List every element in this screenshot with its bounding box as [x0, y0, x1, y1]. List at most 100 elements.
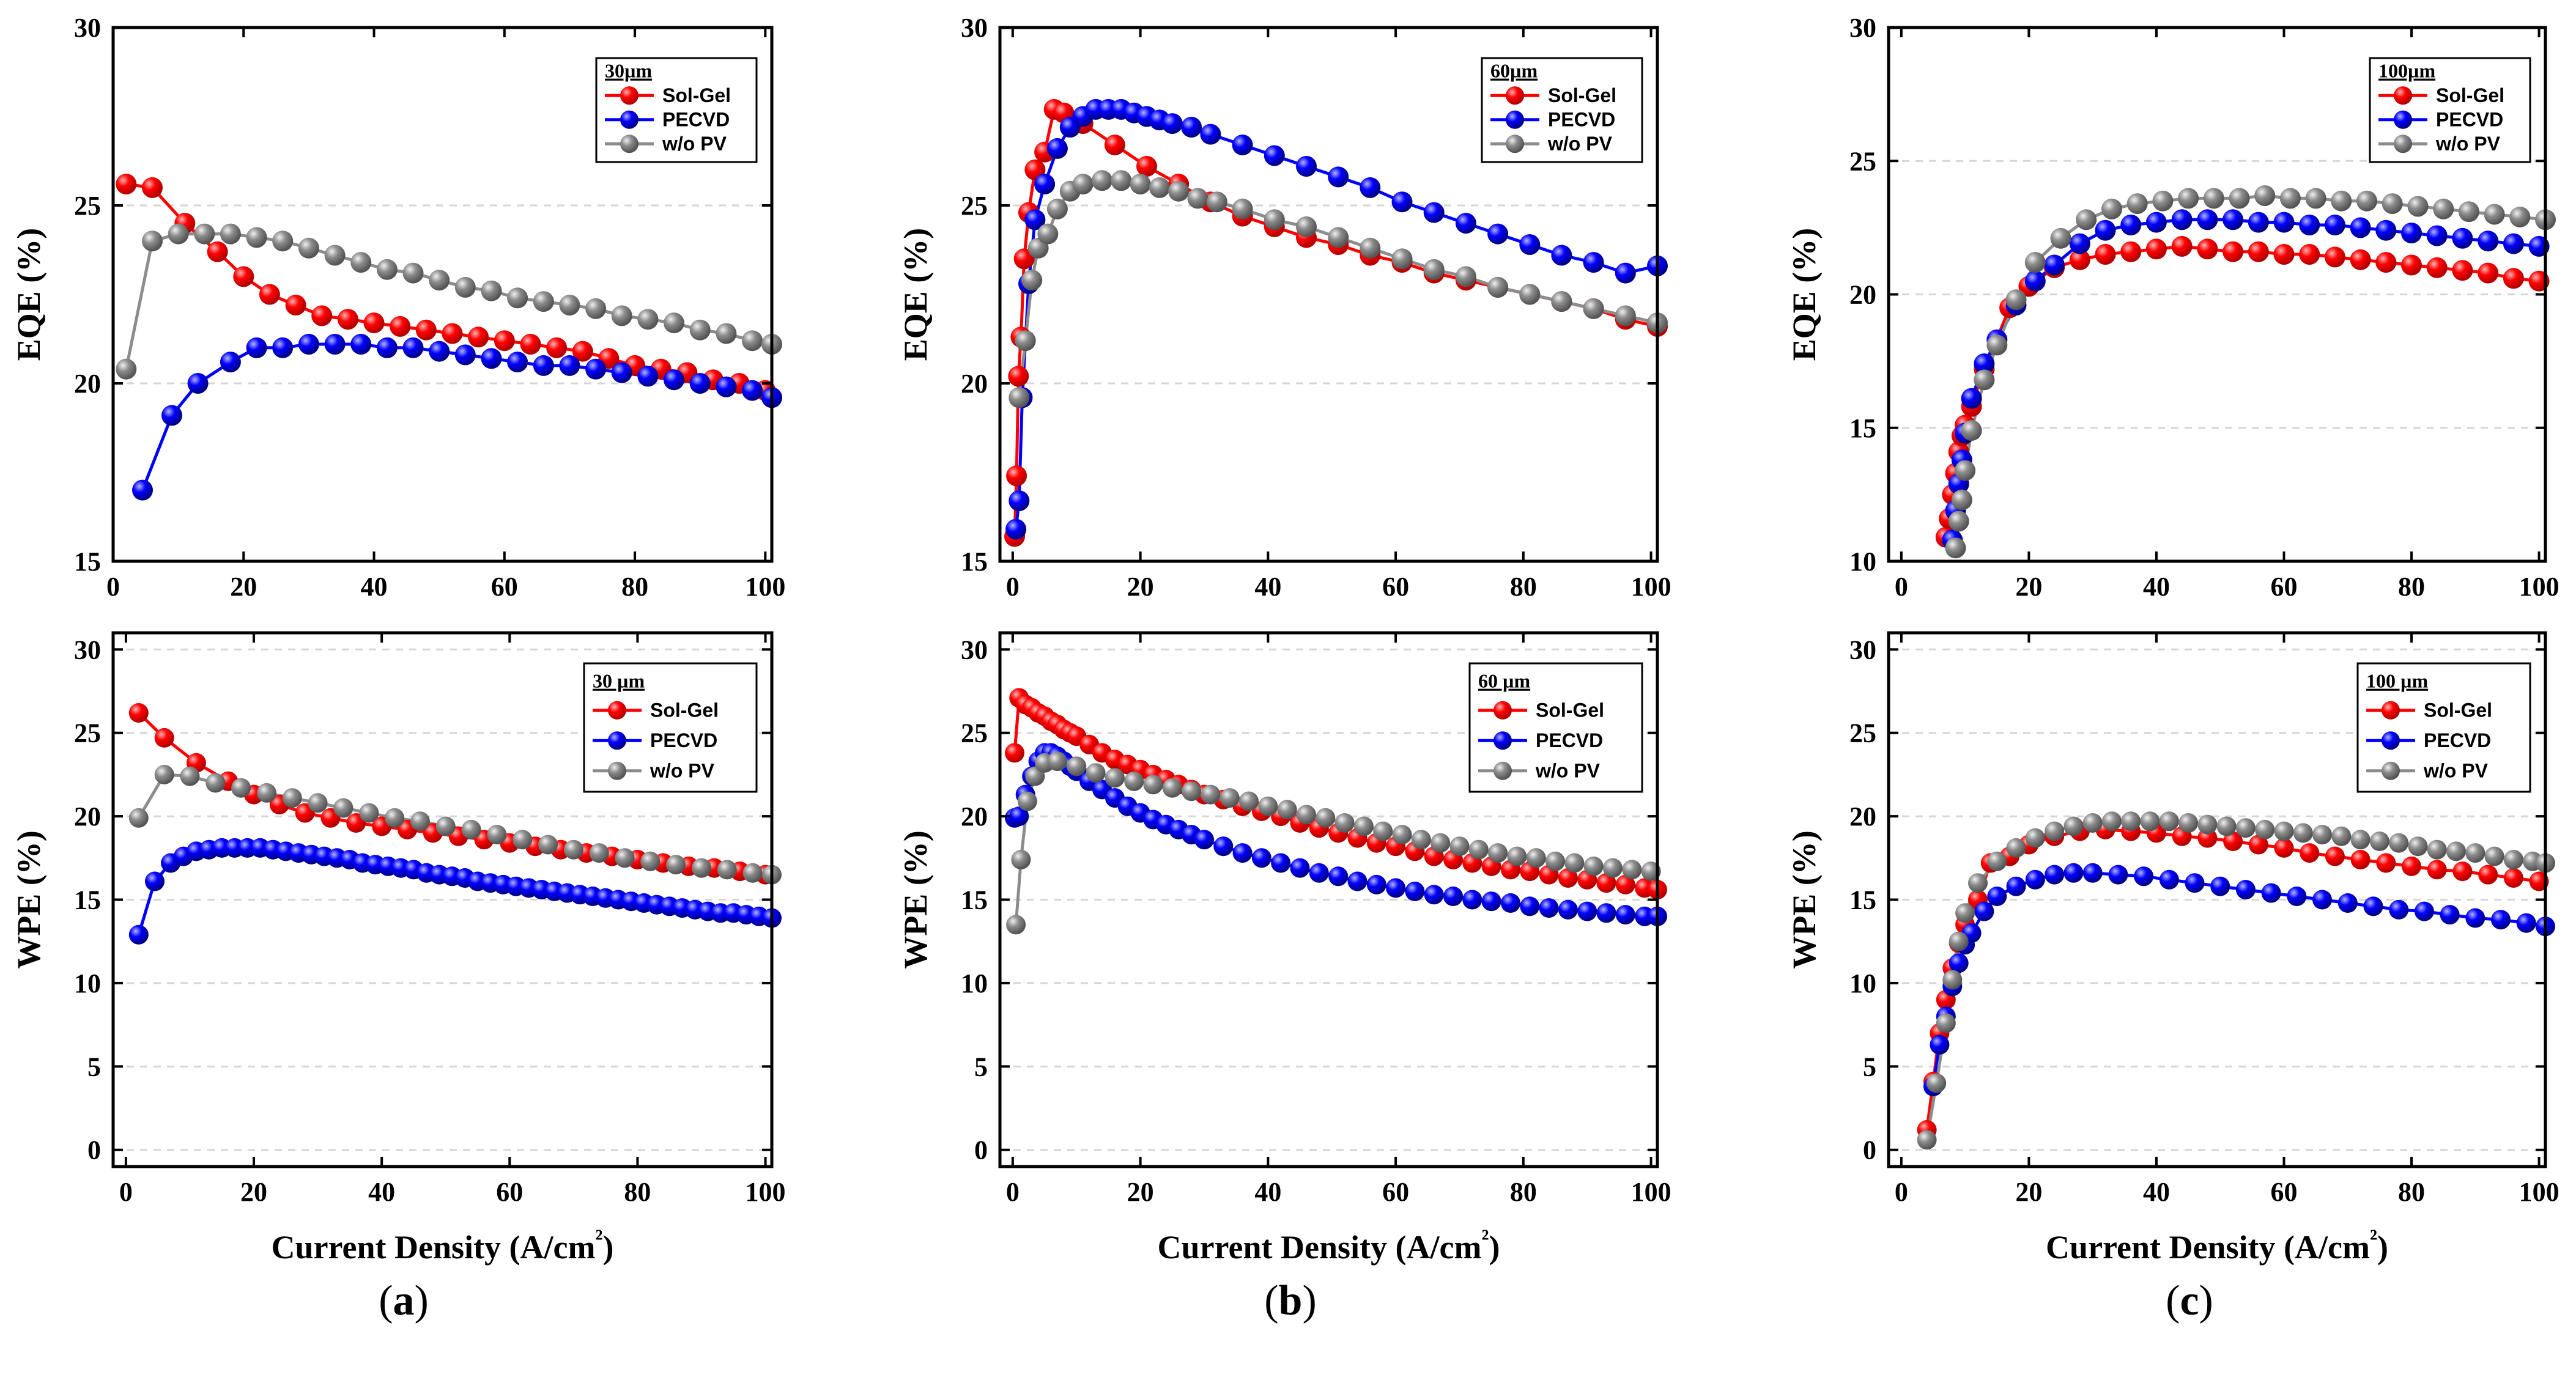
data-point [128, 924, 149, 945]
data-point [2503, 233, 2524, 254]
data-point [1942, 970, 1963, 990]
data-point [2254, 185, 2276, 206]
data-point [2503, 850, 2523, 869]
data-point [1181, 117, 1202, 138]
data-point [1143, 775, 1163, 795]
data-point [1021, 270, 1043, 291]
chart-panel-4: 0 5 10 15 20 25 30 0 20 40 60 80 100 WPE (%) Current D… [10, 631, 786, 1266]
data-point [2312, 890, 2332, 910]
legend-marker [620, 86, 638, 105]
data-point [128, 808, 149, 828]
data-point [689, 373, 711, 394]
data-point [454, 344, 476, 366]
y-tick-label: 5 [974, 1052, 988, 1082]
data-point [2261, 883, 2281, 903]
legend-marker [2394, 135, 2412, 153]
y-tick-label: 15 [1849, 413, 1876, 443]
legend-label: Sol-Gel [2436, 84, 2504, 106]
data-point [285, 295, 306, 315]
data-point [1046, 198, 1068, 219]
x-tick-label: 100 [745, 572, 785, 602]
data-point [716, 323, 737, 344]
data-point [2440, 905, 2460, 925]
data-point [2287, 887, 2307, 906]
data-point [2076, 209, 2097, 230]
legend-label: w/o PV [2435, 133, 2501, 155]
data-point [132, 479, 153, 501]
data-point [1930, 1034, 1950, 1055]
data-point [2478, 230, 2499, 252]
legend-marker [1506, 86, 1524, 105]
data-point [742, 863, 763, 883]
data-point [259, 284, 280, 305]
legend-label: Sol-Gel [1536, 699, 1604, 721]
legend-marker [608, 701, 626, 720]
data-point [1258, 796, 1278, 816]
legend-marker [620, 110, 638, 129]
y-tick-label: 25 [74, 718, 101, 748]
data-point [1386, 878, 1406, 898]
x-tick-label: 40 [1254, 572, 1281, 602]
data-point [2324, 215, 2345, 235]
data-point [2005, 289, 2027, 311]
data-point [2356, 190, 2377, 212]
data-point [1168, 180, 1190, 202]
data-point [1296, 156, 1317, 177]
data-point [546, 337, 568, 358]
data-point [585, 298, 607, 319]
y-tick-label: 10 [1849, 547, 1876, 577]
data-point [116, 358, 137, 380]
data-point [168, 223, 189, 245]
legend-label: PECVD [650, 729, 717, 751]
series-line-w-o-pv [1925, 819, 2546, 1140]
data-point [2223, 209, 2244, 230]
y-axis-title: WPE (%) [1786, 830, 1823, 968]
data-point [2279, 188, 2301, 209]
data-point [2248, 835, 2268, 855]
data-point [1251, 848, 1271, 868]
data-point [2402, 856, 2421, 876]
data-point [246, 227, 267, 248]
y-tick-label: 30 [74, 13, 101, 43]
y-tick-label: 20 [961, 369, 988, 399]
series-line-sol-gel [1925, 828, 2539, 1130]
data-point [1271, 853, 1291, 873]
data-point [533, 291, 554, 312]
data-point [1124, 771, 1144, 791]
data-point [1206, 191, 1227, 213]
data-point [520, 334, 541, 355]
data-point [1328, 166, 1349, 188]
legend-title: 60µm [1490, 60, 1538, 82]
data-point [2145, 238, 2167, 260]
data-point [2503, 868, 2523, 888]
data-point [2095, 244, 2116, 265]
data-point [2210, 876, 2230, 896]
data-point [154, 764, 174, 784]
data-point [2063, 863, 2084, 883]
y-tick-label: 20 [74, 802, 101, 832]
data-point [2452, 260, 2473, 281]
data-point [1264, 145, 1285, 166]
data-point [1551, 245, 1572, 266]
data-point [2248, 212, 2269, 233]
data-point [1974, 901, 1994, 921]
legend-label: PECVD [2424, 729, 2491, 751]
data-point [2140, 811, 2160, 832]
data-point [2203, 188, 2224, 209]
data-point [1220, 788, 1240, 808]
data-point [1347, 871, 1368, 891]
data-point [716, 376, 737, 397]
data-point [1011, 850, 1031, 869]
data-point [1987, 887, 2007, 906]
plot-frame [998, 26, 1659, 563]
data-point [2235, 818, 2256, 838]
data-point [507, 287, 528, 309]
data-point [1449, 836, 1470, 857]
data-point [350, 334, 372, 355]
data-point [2299, 215, 2320, 235]
data-point [468, 326, 489, 348]
data-point [1024, 209, 1046, 230]
data-point [1104, 135, 1125, 156]
data-point [454, 276, 476, 298]
